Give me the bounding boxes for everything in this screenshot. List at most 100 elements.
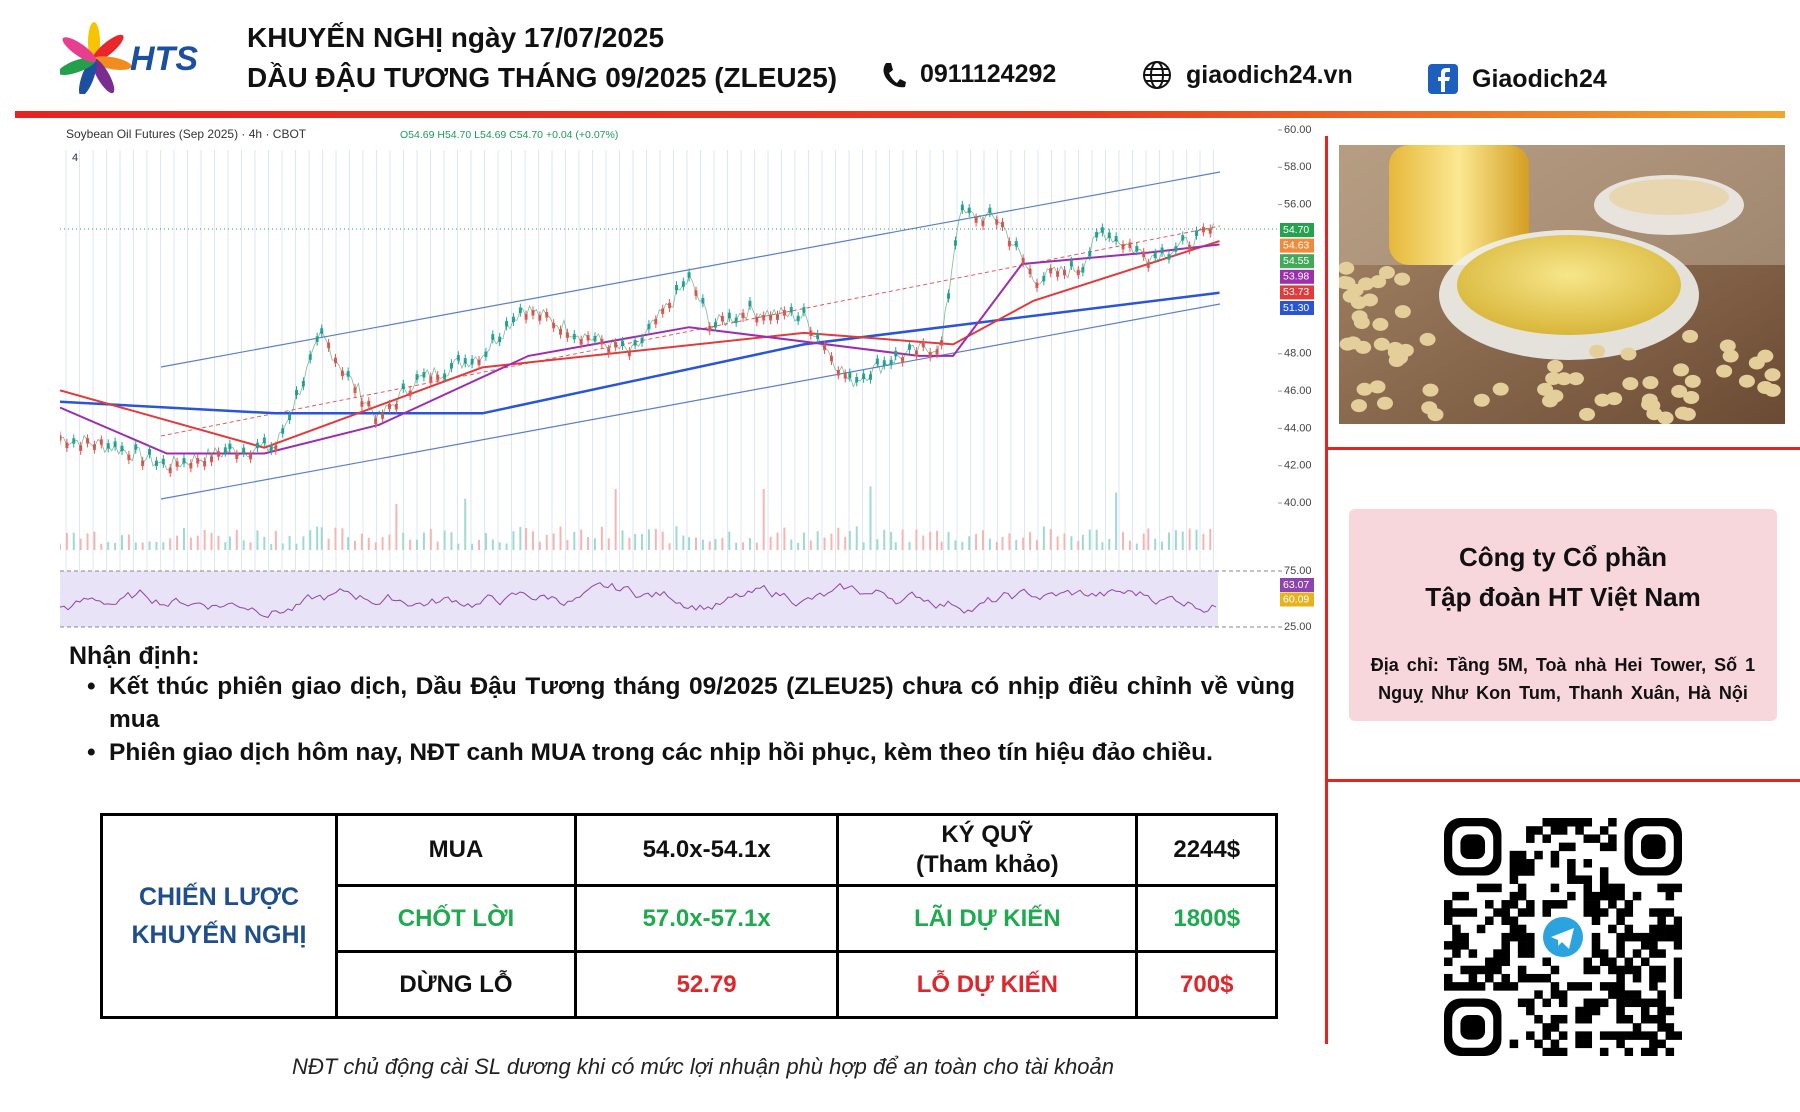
qr-module bbox=[1460, 908, 1469, 917]
volume bbox=[182, 527, 185, 550]
qr-module bbox=[1550, 818, 1560, 827]
qr-module bbox=[1591, 908, 1601, 917]
qr-module bbox=[1509, 867, 1519, 876]
volume bbox=[728, 531, 731, 550]
volume bbox=[1188, 528, 1191, 550]
volume bbox=[60, 543, 61, 550]
qr-module bbox=[1657, 924, 1666, 934]
volume bbox=[327, 538, 330, 550]
volume bbox=[1008, 533, 1011, 550]
trend bbox=[160, 225, 1221, 437]
volume bbox=[890, 532, 893, 550]
volume bbox=[367, 537, 370, 550]
qr-module bbox=[1567, 842, 1576, 852]
qr-module bbox=[1599, 826, 1609, 835]
volume bbox=[600, 526, 603, 550]
qr-module bbox=[1665, 1023, 1675, 1032]
qr-module bbox=[1575, 1014, 1584, 1024]
cell: 1800$ bbox=[1135, 884, 1278, 953]
qr-module bbox=[1665, 1031, 1675, 1040]
qr-module bbox=[1665, 1047, 1675, 1056]
qr-module bbox=[1657, 1006, 1666, 1016]
bean bbox=[1606, 392, 1623, 406]
volume bbox=[1095, 529, 1098, 550]
volume bbox=[1070, 536, 1073, 550]
qr-module bbox=[1493, 908, 1502, 917]
qr-module bbox=[1567, 859, 1576, 868]
volume bbox=[621, 530, 624, 550]
logo: HTS bbox=[60, 22, 198, 94]
qr-module bbox=[1583, 859, 1593, 868]
volume bbox=[416, 539, 419, 550]
ma-200 bbox=[60, 291, 1220, 415]
volume bbox=[968, 536, 971, 550]
volume bbox=[354, 540, 357, 550]
qr-module bbox=[1493, 957, 1502, 967]
qr-module bbox=[1616, 1031, 1625, 1040]
qr-module bbox=[1591, 932, 1601, 942]
bean bbox=[1738, 374, 1755, 388]
ma-100 bbox=[60, 240, 1220, 449]
volume bbox=[1135, 543, 1138, 550]
bean bbox=[1684, 374, 1701, 388]
qr-module bbox=[1517, 859, 1527, 868]
qr-module bbox=[1517, 973, 1527, 983]
volume bbox=[224, 542, 227, 550]
company-address: Địa chỉ: Tầng 5M, Toà nhà Hei Tower, Số … bbox=[1370, 655, 1756, 703]
qr-module bbox=[1542, 973, 1551, 983]
qr-module bbox=[1452, 949, 1461, 958]
qr-module bbox=[1534, 1039, 1543, 1049]
qr-module bbox=[1665, 883, 1675, 893]
bean bbox=[1682, 329, 1699, 343]
price-chart: Soybean Oil Futures (Sep 2025) · 4h · CB… bbox=[60, 120, 1322, 634]
interval: 4 bbox=[72, 152, 78, 164]
qr-module bbox=[1485, 973, 1494, 983]
qr-module bbox=[1616, 982, 1625, 991]
volume bbox=[457, 543, 460, 550]
bean bbox=[1339, 337, 1356, 351]
qr-module bbox=[1673, 883, 1682, 893]
qr-module bbox=[1444, 941, 1453, 950]
qr-module bbox=[1550, 982, 1560, 991]
qr-module bbox=[1444, 916, 1453, 925]
phone-number: 0911124292 bbox=[920, 60, 1057, 88]
volume bbox=[988, 538, 991, 550]
volume bbox=[634, 533, 637, 550]
qr-module bbox=[1624, 924, 1634, 934]
qr-module bbox=[1673, 973, 1682, 983]
qr-module bbox=[1599, 883, 1609, 893]
qr-module bbox=[1526, 908, 1535, 917]
website-text: giaodich24.vn bbox=[1186, 60, 1353, 89]
volume bbox=[429, 528, 432, 550]
volume bbox=[1147, 528, 1150, 550]
qr-module bbox=[1526, 1006, 1535, 1016]
qr-module bbox=[1468, 908, 1478, 917]
qr-module bbox=[1583, 965, 1593, 975]
qr-module bbox=[1608, 924, 1617, 934]
volume bbox=[721, 537, 724, 550]
cell: MUA bbox=[335, 813, 577, 887]
qr-module bbox=[1526, 867, 1535, 876]
qr-module bbox=[1526, 826, 1535, 835]
volume bbox=[769, 536, 772, 550]
volume bbox=[531, 531, 534, 550]
qr-module bbox=[1657, 949, 1666, 958]
qr-module bbox=[1558, 826, 1568, 835]
bean bbox=[1719, 339, 1736, 353]
qr-module bbox=[1649, 949, 1658, 958]
volume bbox=[134, 542, 137, 550]
volume bbox=[1167, 532, 1170, 550]
volume bbox=[1001, 536, 1004, 550]
analysis-bullet: Phiên giao dịch hôm nay, NĐT canh MUA tr… bbox=[69, 736, 1295, 769]
volume bbox=[701, 539, 704, 550]
price-tag bbox=[1280, 238, 1314, 253]
volume bbox=[538, 541, 541, 550]
qr-module bbox=[1665, 924, 1675, 934]
bean bbox=[1427, 408, 1444, 422]
bean bbox=[1372, 317, 1389, 331]
qr-module bbox=[1550, 883, 1560, 893]
bean bbox=[1589, 344, 1606, 358]
price-tag bbox=[1280, 223, 1314, 237]
qr-module bbox=[1624, 957, 1634, 967]
qr-module bbox=[1575, 982, 1584, 991]
